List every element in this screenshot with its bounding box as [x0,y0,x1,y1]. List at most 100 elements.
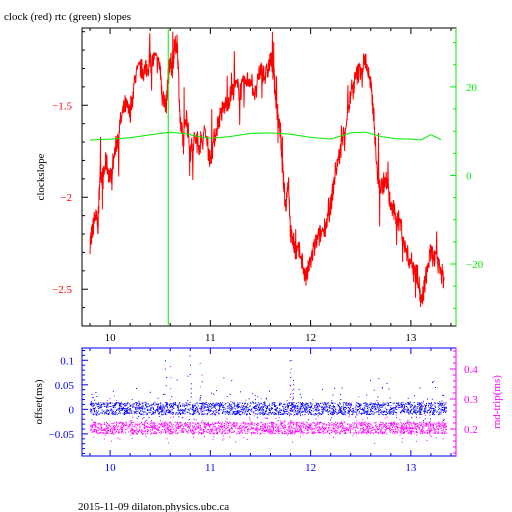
offset-point [311,406,312,408]
offset-point [241,407,243,409]
offset-point [231,380,233,382]
offset-point [372,403,374,405]
rnd-trip-point [258,429,260,431]
rnd-trip-point [96,425,98,427]
rnd-trip-point [388,422,390,424]
rnd-trip-point [331,430,333,432]
rnd-trip-point [212,428,213,430]
rnd-trip-point [445,429,447,430]
offset-point [125,403,127,405]
rnd-trip-point [237,430,239,432]
rnd-trip-point [306,428,308,430]
offset-point [315,402,317,404]
offset-point [298,410,300,412]
rnd-trip-point [268,432,270,434]
offset-point [262,407,263,409]
offset-point [269,403,271,405]
rnd-trip-point [292,422,294,424]
rnd-trip-point [355,426,357,428]
offset-point [381,410,383,412]
offset-point [403,410,404,412]
rnd-trip-point [397,431,398,433]
rnd-trip-point [281,426,283,428]
rnd-trip-point [118,432,119,433]
rnd-trip-point [142,433,144,435]
offset-point [112,410,114,412]
rnd-trip-point [139,422,141,424]
offset-point [344,402,346,404]
offset-point [142,407,144,409]
offset-point [276,409,277,411]
offset-point [151,407,153,409]
offset-point [395,411,397,413]
offset-point [149,391,151,393]
offset-point [409,401,411,403]
rnd-trip-point [179,422,181,424]
rnd-trip-point [422,425,423,427]
offset-point [148,417,150,419]
rnd-trip-point [101,428,103,430]
offset-point [207,405,209,407]
offset-point [107,406,109,408]
offset-point [434,405,436,407]
offset-point [218,422,220,424]
offset-point [109,410,111,412]
rnd-trip-point [150,429,152,431]
rnd-trip-point [217,427,219,429]
offset-point [143,414,145,416]
offset-point [346,402,348,404]
rnd-trip-point [309,427,311,429]
offset-point [413,410,415,412]
offset-point [140,408,142,410]
offset-point [280,402,282,404]
offset-point [136,404,138,405]
offset-point [270,412,272,414]
offset-point [374,405,375,407]
rnd-trip-point [104,427,106,429]
rnd-trip-point [425,423,427,425]
offset-point [309,407,311,409]
offset-point [385,409,387,411]
rnd-trip-point [245,432,247,434]
offset-point [157,410,159,412]
figure-footer: 2015-11-09 dilaton.physics.ubc.ca [78,501,229,512]
offset-point [167,411,169,413]
rnd-trip-point [168,427,170,428]
rnd-trip-point [413,421,415,423]
rnd-trip-point [201,432,203,434]
rnd-trip-point [129,421,131,423]
rnd-trip-point [345,429,347,431]
rnd-trip-point [282,433,284,435]
rnd-trip-point [367,424,369,426]
offset-point [294,408,296,409]
rnd-trip-point [143,431,145,433]
offset-point [192,407,194,409]
rnd-trip-point [426,440,428,442]
offset-point [221,405,223,407]
offset-point [406,409,408,411]
rnd-trip-point [139,430,140,432]
rnd-trip-point [297,428,299,429]
rnd-trip-point [214,432,216,434]
rnd-trip-point [217,411,219,413]
offset-point [379,404,381,406]
rnd-trip-point [420,431,422,433]
rnd-trip-point [392,431,394,432]
offset-point [193,411,195,413]
offset-point [94,410,95,412]
rnd-trip-point [445,424,447,426]
offset-point [165,411,167,413]
y-tick-label: 0.1 [60,355,74,367]
rnd-trip-point [106,426,108,428]
rnd-trip-point [367,422,369,424]
offset-point [359,404,361,406]
offset-point [248,398,250,400]
rnd-trip-point [257,428,259,430]
rnd-trip-point [347,430,349,431]
offset-point [210,402,211,404]
offset-point [203,406,205,408]
rnd-trip-point [277,431,279,433]
rnd-trip-point [107,429,109,431]
offset-point [432,409,434,411]
offset-point [339,402,341,404]
